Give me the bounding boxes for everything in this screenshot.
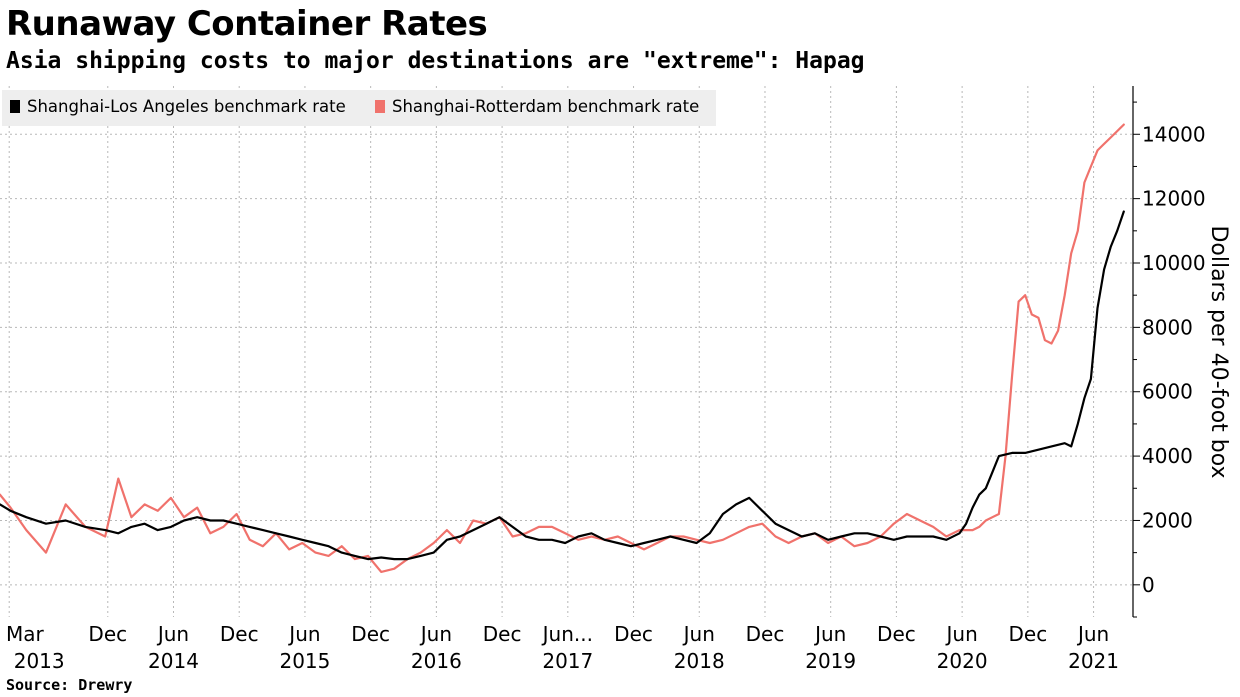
legend-swatch-la [10, 100, 20, 113]
x-tick-label: Dec [614, 622, 653, 646]
chart-title: Runaway Container Rates [6, 4, 488, 44]
chart-subtitle: Asia shipping costs to major destination… [6, 48, 865, 74]
x-tick-label: Jun [1076, 622, 1109, 646]
x-tick-label: Mar [6, 622, 45, 646]
x-tick-label: Dec [88, 622, 127, 646]
x-tick-label: Jun [945, 622, 978, 646]
series-lines [0, 123, 1125, 574]
x-year-label: 2013 [14, 649, 65, 673]
x-tick-label: Jun [156, 622, 189, 646]
x-axis: Mar 2013 Dec Jun 2014 Dec Jun 2015 Dec Jun 2016 Dec… [6, 622, 1119, 673]
series-line-shanghai-rotterdam [0, 123, 1125, 574]
x-tick-label: Jun [682, 622, 715, 646]
y-tick-label: 2000 [1142, 508, 1193, 532]
y-tick-label: 8000 [1142, 315, 1193, 339]
series-line-shanghai-los-angeles [0, 210, 1125, 561]
x-tick-label: Jun... [541, 622, 593, 646]
x-tick-label: Dec [1008, 622, 1047, 646]
x-year-label: 2020 [937, 649, 988, 673]
x-tick-label: Dec [220, 622, 259, 646]
x-tick-label: Jun [813, 622, 846, 646]
y-tick-label: 12000 [1142, 187, 1206, 211]
legend-background [2, 90, 716, 126]
y-tick-label: 4000 [1142, 444, 1193, 468]
legend: Shanghai-Los Angeles benchmark rate Shan… [2, 90, 716, 126]
y-tick-label: 10000 [1142, 251, 1206, 275]
legend-label-la: Shanghai-Los Angeles benchmark rate [27, 97, 346, 116]
x-tick-label: Jun [419, 622, 452, 646]
x-year-label: 2017 [542, 649, 593, 673]
x-tick-label: Dec [877, 622, 916, 646]
y-tick-label: 6000 [1142, 380, 1193, 404]
legend-label-rotterdam: Shanghai-Rotterdam benchmark rate [392, 97, 699, 116]
x-year-label: 2016 [411, 649, 462, 673]
grid-lines [0, 86, 1133, 617]
x-year-label: 2015 [279, 649, 330, 673]
y-axis-label: Dollars per 40-foot box [1206, 225, 1231, 478]
x-year-label: 2014 [148, 649, 199, 673]
source-note: Source: Drewry [6, 676, 133, 694]
y-axis: 0 2000 4000 6000 8000 10000 12000 14000 [1132, 86, 1206, 618]
x-tick-label: Dec [483, 622, 522, 646]
x-year-label: 2018 [674, 649, 725, 673]
x-tick-label: Jun [287, 622, 320, 646]
x-tick-label: Dec [351, 622, 390, 646]
y-tick-label: 0 [1142, 573, 1155, 597]
x-year-label: 2021 [1068, 649, 1119, 673]
x-tick-label: Dec [746, 622, 785, 646]
legend-swatch-rotterdam [375, 100, 385, 113]
y-tick-label: 14000 [1142, 122, 1206, 146]
x-year-label: 2019 [805, 649, 856, 673]
